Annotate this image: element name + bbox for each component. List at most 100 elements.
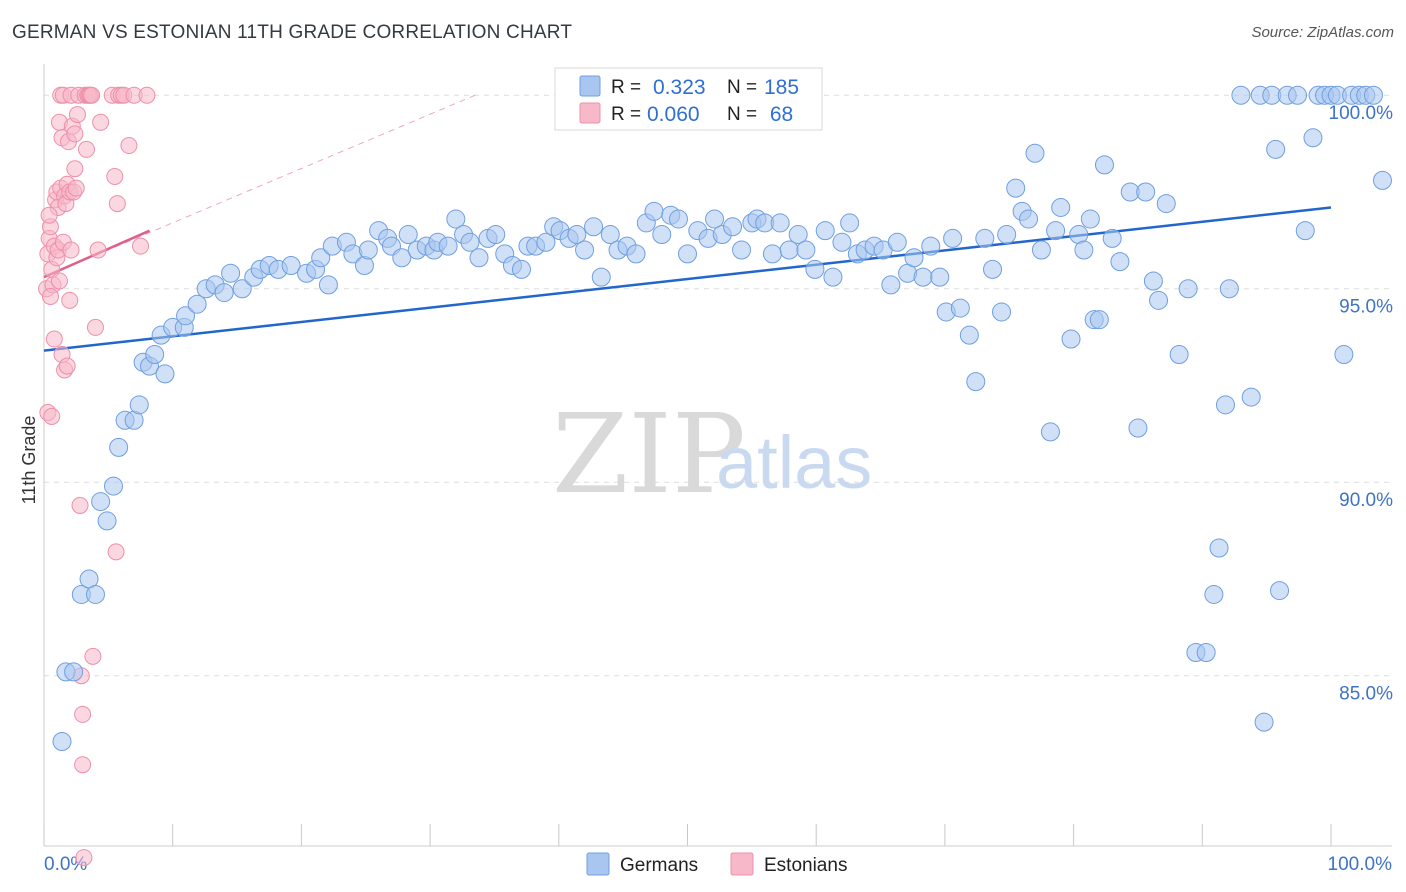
stats-legend-estonian-r-label: R = [611, 104, 641, 125]
german-point [109, 437, 129, 457]
german-point [1046, 221, 1066, 241]
stats-legend-estonian-n-value: 68 [764, 103, 793, 126]
german-point [1295, 221, 1315, 241]
estonian-point [50, 272, 68, 290]
estonian-point [132, 237, 150, 255]
german-point [930, 267, 950, 287]
german-point [913, 267, 933, 287]
estonian-point [75, 849, 93, 867]
german-point [904, 248, 924, 268]
german-point [1089, 310, 1109, 330]
stats-legend-estonian-n-label: N = [727, 104, 757, 125]
series-legend-estonian-swatch [730, 852, 754, 876]
german-point [1031, 240, 1051, 260]
german-point [64, 662, 84, 682]
german-point [823, 267, 843, 287]
stats-legend-estonian-r-value: 0.060 [647, 103, 700, 126]
series-legend-german-swatch [586, 852, 610, 876]
german-point [1169, 345, 1189, 365]
german-point [1102, 228, 1122, 248]
german-point [1219, 279, 1239, 299]
german-point [1061, 329, 1081, 349]
german-point [575, 240, 595, 260]
german-point [281, 256, 301, 275]
german-point [983, 259, 1003, 279]
german-point [318, 275, 338, 295]
german-point [311, 248, 331, 268]
estonian-point [45, 330, 63, 348]
x-tick-marks [43, 824, 1332, 846]
estonian-point [120, 137, 138, 155]
estonian-point [66, 160, 84, 178]
german-point [446, 209, 466, 229]
estonian-points [38, 86, 156, 867]
y-tick-label: 90.0% [1339, 490, 1393, 511]
german-point [221, 263, 241, 283]
german-point [762, 244, 782, 264]
stats-legend-german-r-label: R = [611, 77, 641, 98]
german-point [1149, 290, 1169, 310]
estonian-point [108, 195, 126, 213]
stats-legend-german-swatch [579, 75, 601, 97]
estonian-point [58, 357, 76, 375]
german-point [97, 511, 117, 531]
german-point [805, 259, 825, 279]
x-tick-label-end: 100.0% [1328, 854, 1393, 875]
german-point [881, 275, 901, 295]
estonian-point [86, 318, 104, 336]
estonian-point [66, 125, 84, 143]
estonian-point [68, 106, 86, 124]
estonian-point [89, 241, 107, 259]
german-point [668, 209, 688, 229]
series-legend: Germans Estonians [586, 852, 847, 876]
estonian-point [61, 291, 79, 309]
german-point [1080, 209, 1100, 229]
german-point [1215, 395, 1235, 415]
estonian-point [74, 756, 92, 774]
stats-legend: R = 0.323 N = 185 R = 0.060 N = 68 [554, 67, 823, 131]
german-point [1143, 271, 1163, 291]
german-point [52, 732, 72, 752]
trend-lines [43, 94, 1332, 352]
chart-source: Source: ZipAtlas.com [1251, 24, 1394, 41]
german-point [438, 236, 458, 256]
stats-legend-german-n-label: N = [727, 77, 757, 98]
estonian-point [62, 241, 80, 259]
german-point [469, 248, 489, 268]
german-point [1040, 422, 1060, 442]
estonian-point [107, 543, 125, 561]
german-point [796, 240, 816, 260]
german-point [392, 248, 412, 268]
chart-title: GERMAN VS ESTONIAN 11TH GRADE CORRELATIO… [12, 22, 573, 43]
watermark-zip: ZIP [552, 390, 746, 518]
german-point [1266, 139, 1286, 159]
german-point [732, 240, 752, 260]
y-tick-label: 100.0% [1329, 103, 1394, 124]
german-point [1006, 178, 1026, 198]
german-point [398, 225, 418, 245]
german-point [460, 232, 480, 252]
german-point [678, 244, 697, 264]
estonian-point [74, 705, 92, 723]
german-point [85, 584, 105, 604]
german-point [584, 217, 604, 237]
german-point [832, 232, 852, 252]
german-point [1288, 85, 1308, 105]
german-point [788, 225, 808, 245]
german-point [966, 372, 986, 392]
estonian-point [40, 206, 58, 224]
german-point [91, 492, 111, 512]
german-point [1178, 279, 1198, 299]
german-point [1270, 581, 1290, 601]
german-point [943, 228, 963, 248]
german-point [1128, 418, 1148, 438]
german-point [921, 236, 941, 256]
german-point [187, 294, 207, 314]
y-tick-label: 95.0% [1339, 297, 1393, 318]
german-point [103, 476, 123, 496]
german-point [511, 259, 531, 279]
series-legend-german-label: Germans [620, 855, 698, 876]
german-point [145, 345, 165, 365]
german-point [815, 221, 835, 241]
